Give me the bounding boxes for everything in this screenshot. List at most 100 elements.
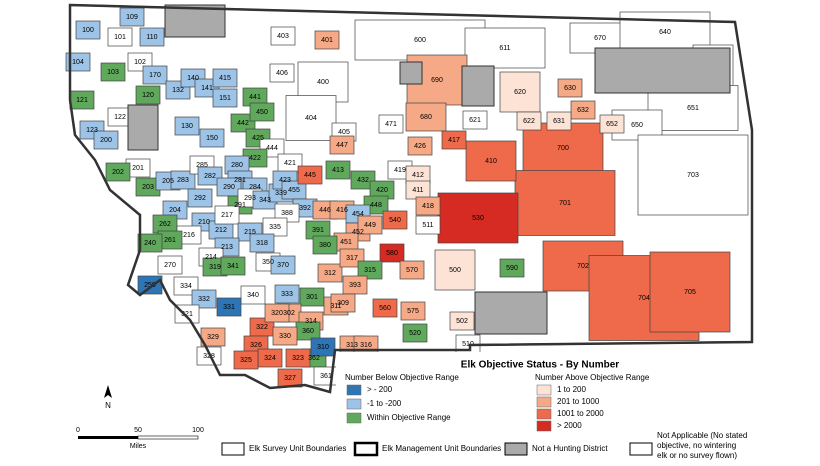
- district: [449, 311, 475, 331]
- district-label: 704: [638, 295, 650, 302]
- district-label: 419: [394, 167, 406, 174]
- district-label: 380: [319, 242, 331, 249]
- district: [264, 303, 290, 323]
- district-label: 130: [181, 123, 193, 130]
- district: [233, 350, 259, 370]
- legend-label: -1 to -200: [367, 399, 402, 408]
- district-label: 319: [209, 264, 221, 271]
- district: [649, 251, 731, 333]
- district-label: 560: [379, 305, 391, 312]
- district-label: 471: [385, 121, 397, 128]
- district: [249, 233, 275, 253]
- district-label: 442: [237, 120, 249, 127]
- district-label: 421: [284, 160, 296, 167]
- district-label: 202: [112, 169, 124, 176]
- district-label: 250: [144, 282, 156, 289]
- district: [285, 95, 337, 141]
- district-label: 121: [76, 97, 88, 104]
- district: [407, 136, 433, 156]
- district-label: 580: [386, 250, 398, 257]
- legend-title: Elk Objective Status - By Number: [461, 360, 619, 371]
- district: [312, 235, 338, 255]
- district: [350, 170, 376, 190]
- district-label: 321: [181, 311, 193, 318]
- scale-tick-label: 100: [192, 427, 204, 434]
- district-label: 140: [187, 75, 199, 82]
- district-label: 540: [389, 217, 401, 224]
- district-label: 261: [164, 237, 176, 244]
- district-label: 632: [577, 107, 589, 114]
- district-label: 335: [269, 224, 281, 231]
- district: [382, 210, 408, 230]
- district-label: 393: [349, 282, 361, 289]
- district-label: 622: [523, 118, 535, 125]
- state-border: [68, 3, 754, 394]
- district: [310, 337, 336, 357]
- district: [325, 160, 351, 180]
- district-label: 425: [252, 135, 264, 142]
- legend: > - 200 -1 to -200 Within Objective Range 1…: [346, 384, 604, 432]
- district: [285, 348, 311, 368]
- district: [465, 140, 517, 182]
- district-label: 388: [281, 210, 293, 217]
- district: [415, 215, 441, 235]
- district: [400, 301, 426, 321]
- district-label: 110: [146, 34, 157, 41]
- district: [599, 114, 625, 134]
- district-label: 101: [114, 34, 126, 41]
- district-label: 447: [336, 142, 348, 149]
- swatch: [221, 442, 245, 456]
- swatch: [629, 442, 653, 456]
- district: [230, 113, 256, 133]
- district-label: 284: [249, 184, 261, 191]
- district-label: 141: [201, 85, 213, 92]
- district-label: 410: [485, 158, 497, 165]
- district-label: 510: [462, 341, 474, 348]
- district-label: 392: [299, 205, 311, 212]
- district: [170, 170, 196, 190]
- district: [142, 65, 168, 85]
- legend-swatch: [536, 384, 552, 396]
- district: [216, 297, 242, 317]
- district-label: 293: [244, 195, 256, 202]
- swatch: [504, 442, 528, 456]
- district-label: 291: [234, 202, 246, 209]
- district: [637, 134, 749, 216]
- district-label: 422: [249, 155, 261, 162]
- district: [135, 85, 161, 105]
- district-label: 590: [506, 265, 518, 272]
- district: [329, 135, 355, 155]
- district-label: 212: [215, 227, 227, 234]
- bottom-legend: Elk Survey Unit Boundaries Elk Managemen…: [221, 431, 747, 460]
- district: [357, 215, 383, 235]
- district: [522, 122, 604, 174]
- district-label: 301: [306, 294, 318, 301]
- not-hunting-area: [461, 65, 495, 107]
- district-label: 309: [337, 300, 349, 307]
- district: [462, 110, 488, 130]
- district: [212, 68, 238, 88]
- district-label: 329: [207, 334, 219, 341]
- district: [240, 285, 266, 305]
- district-label: 455: [288, 187, 300, 194]
- district: [499, 71, 541, 113]
- district-label: 703: [687, 172, 699, 179]
- scale-tick-label: 50: [134, 427, 142, 434]
- district-label: 502: [456, 318, 468, 325]
- scale-segment: [78, 436, 138, 439]
- district-label: 444: [266, 145, 278, 152]
- district-label: 100: [82, 27, 94, 34]
- legend-label: Elk Management Unit Boundaries: [382, 444, 501, 453]
- district-label: 630: [564, 85, 576, 92]
- district-label: 620: [514, 89, 526, 96]
- district: [437, 192, 519, 244]
- district-label: 413: [332, 167, 344, 174]
- district-label: 262: [159, 221, 171, 228]
- district-label: 213: [221, 244, 233, 251]
- legend-label: 1001 to 2000: [557, 409, 604, 418]
- district: [330, 293, 356, 313]
- district-label: 281: [234, 177, 246, 184]
- district-label: 420: [376, 187, 388, 194]
- district: [270, 255, 296, 275]
- district-label: 205: [162, 178, 174, 185]
